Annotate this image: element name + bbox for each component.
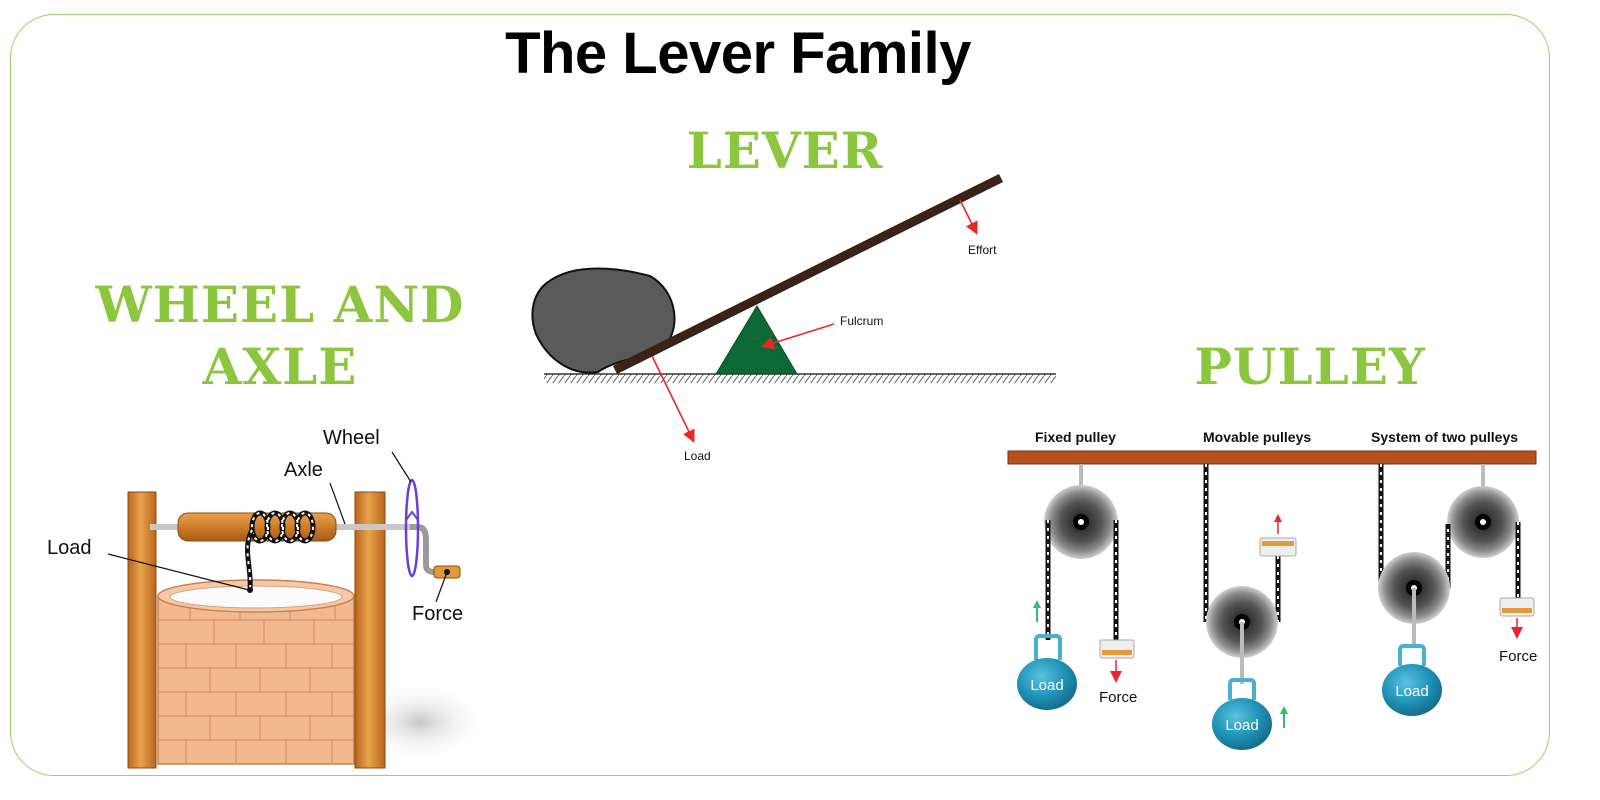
fulcrum-arrow	[760, 323, 835, 350]
lever-load-label: Load	[684, 449, 711, 463]
load-arrow	[651, 355, 695, 443]
movable-load-weight	[1212, 698, 1272, 750]
well-force-label: Force	[412, 603, 463, 625]
movable-load-text: Load	[1225, 717, 1258, 734]
wheel-rotation-path	[404, 478, 420, 578]
rotation-arrowhead	[405, 510, 419, 521]
system-load-text: Load	[1395, 683, 1428, 700]
system-force-label: Force	[1499, 648, 1537, 665]
fixed-load-weight	[1017, 658, 1077, 710]
well-load-label: Load	[47, 537, 92, 559]
wheel-and-axle-title: WHEEL AND AXLE	[40, 274, 520, 398]
well-bricks	[158, 596, 354, 764]
crank-arm	[410, 524, 440, 575]
border-frame	[10, 14, 1550, 776]
system-load-weight	[1382, 664, 1442, 716]
movable-pulley-group: Load	[1203, 464, 1297, 750]
wheel-title-line2: AXLE	[202, 337, 358, 396]
system-force-handle	[1499, 597, 1535, 617]
effort-label: Effort	[968, 243, 997, 257]
wheel-leader	[391, 451, 412, 483]
fulcrum-triangle	[715, 305, 798, 375]
axle-leader	[329, 482, 346, 525]
ceiling-beam	[1007, 450, 1537, 465]
fixed-force-handle	[1099, 639, 1135, 659]
fixed-pulley-label: Fixed pulley	[1035, 429, 1116, 445]
wheel-and-axle-diagram: Wheel Axle Load Force	[47, 427, 490, 769]
load-leader	[107, 553, 250, 591]
wheel-label: Wheel	[323, 427, 380, 449]
fixed-force-label: Force	[1099, 689, 1137, 706]
left-post	[127, 491, 157, 769]
lever-title: LEVER	[686, 121, 884, 180]
effort-arrow	[959, 199, 978, 235]
movable-pulleys-label: Movable pulleys	[1203, 429, 1311, 445]
system-two-pulleys-label: System of two pulleys	[1371, 429, 1518, 445]
fulcrum-label: Fulcrum	[840, 314, 883, 328]
right-post	[354, 491, 386, 769]
lever-beam	[612, 173, 1004, 375]
fixed-load-text: Load	[1030, 677, 1063, 694]
lever-diagram: Effort Fulcrum Load	[531, 173, 1056, 463]
pulley-diagram: Fixed pulley Movable pulleys System of t…	[1007, 429, 1537, 750]
system-pulley-group: Load Force	[1378, 464, 1537, 716]
wheel-title-line1: WHEEL AND	[95, 275, 465, 334]
force-leader	[435, 571, 448, 603]
well-opening	[169, 585, 343, 609]
axle-label: Axle	[284, 459, 323, 481]
pulley-title: PULLEY	[1194, 337, 1426, 396]
fixed-pulley-group: Load Force	[1017, 464, 1137, 710]
page-title: The Lever Family	[505, 21, 971, 86]
well-wall	[157, 595, 355, 765]
ground-hatch	[544, 374, 1056, 383]
hanging-rope	[244, 528, 255, 591]
movable-force-handle	[1259, 537, 1297, 557]
